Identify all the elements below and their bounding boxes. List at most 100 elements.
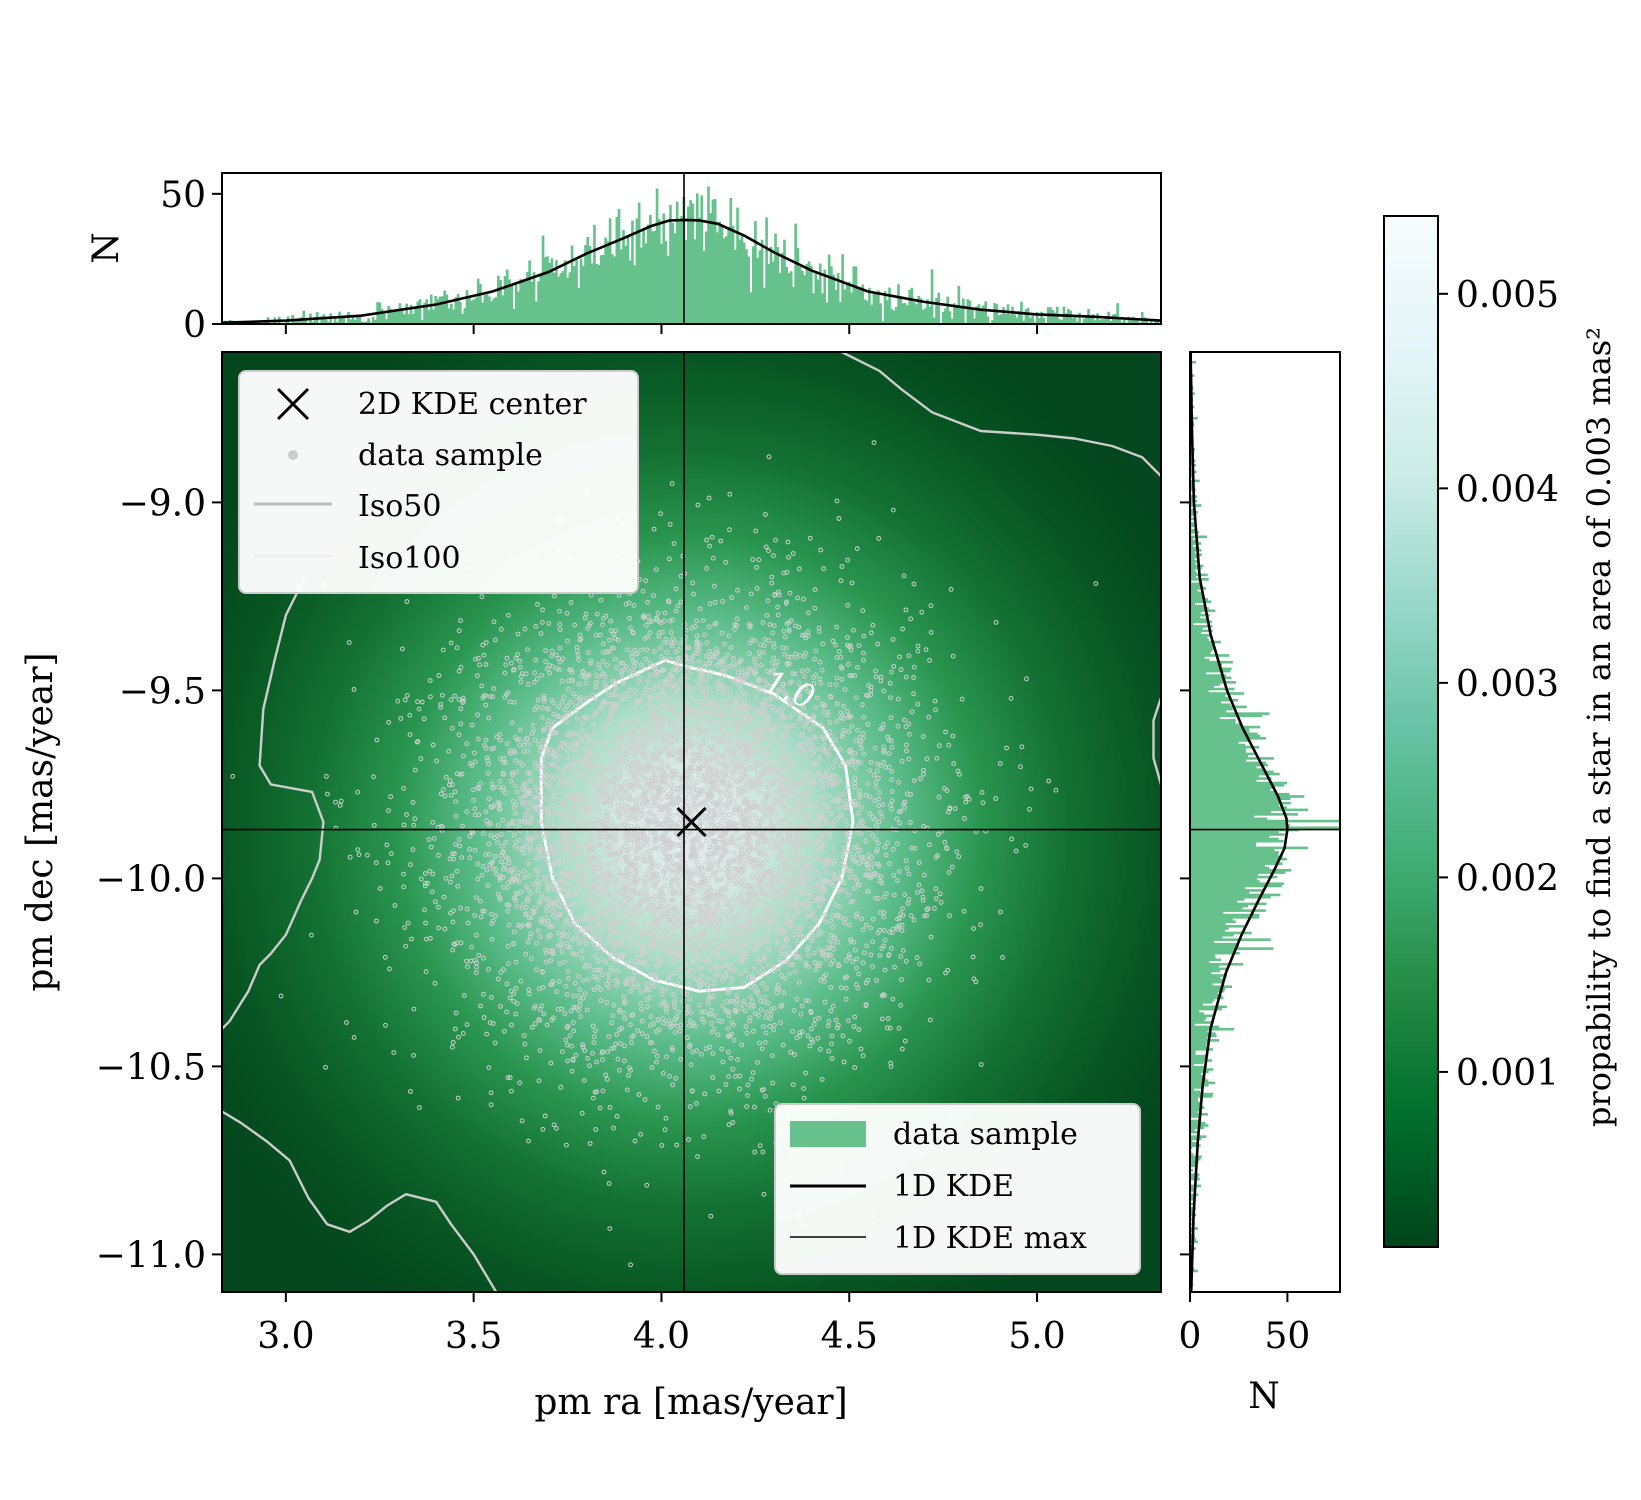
scatter-point [716, 704, 722, 709]
scatter-point [782, 634, 788, 640]
scatter-point [653, 919, 659, 925]
scatter-point [607, 637, 612, 643]
scatter-point [621, 908, 627, 914]
scatter-point [718, 724, 724, 729]
scatter-point [710, 842, 716, 848]
scatter-point [638, 911, 644, 917]
scatter-point [777, 892, 782, 897]
scatter-point [772, 707, 778, 713]
scatter-point [588, 833, 594, 838]
scatter-point [896, 923, 902, 928]
scatter-point [767, 622, 773, 627]
scatter-point [659, 1143, 665, 1148]
scatter-point [599, 972, 605, 978]
scatter-point [662, 883, 668, 889]
scatter-point [732, 743, 738, 749]
scatter-point [922, 872, 927, 878]
scatter-point [852, 845, 857, 851]
scatter-point [915, 648, 921, 654]
scatter-point [593, 903, 599, 909]
scatter-point [599, 701, 605, 707]
scatter-point [647, 1040, 653, 1045]
scatter-point [731, 679, 737, 684]
scatter-point [488, 1102, 494, 1108]
scatter-point [805, 947, 810, 953]
scatter-point [715, 759, 721, 764]
scatter-point [784, 569, 790, 575]
scatter-point [775, 728, 781, 734]
scatter-point [480, 830, 486, 836]
scatter-point [628, 815, 633, 821]
scatter-point [598, 843, 603, 848]
scatter-point [690, 780, 695, 786]
scatter-point [707, 921, 713, 927]
scatter-point [773, 812, 779, 818]
scatter-point [676, 887, 682, 893]
scatter-point [513, 656, 519, 661]
scatter-point [606, 929, 612, 934]
scatter-point [719, 630, 725, 636]
scatter-point [490, 694, 496, 700]
scatter-point [599, 793, 605, 798]
scatter-point [824, 802, 830, 808]
scatter-point [824, 750, 830, 756]
scatter-point [903, 858, 909, 864]
scatter-point [738, 746, 744, 752]
scatter-point [579, 1110, 585, 1116]
scatter-point [642, 752, 647, 757]
scatter-point [792, 671, 798, 677]
scatter-point [858, 831, 864, 837]
scatter-point [633, 688, 638, 694]
scatter-point [769, 875, 775, 881]
scatter-point [728, 802, 734, 807]
scatter-point [597, 632, 603, 638]
scatter-point [605, 1049, 610, 1055]
scatter-point [741, 900, 747, 906]
scatter-point [744, 902, 750, 908]
scatter-point [611, 1045, 617, 1051]
scatter-point [645, 762, 651, 767]
scatter-point [874, 849, 879, 854]
scatter-point [725, 1026, 731, 1031]
scatter-point [708, 1011, 714, 1017]
scatter-point [765, 598, 771, 604]
scatter-point [688, 786, 694, 791]
scatter-point [511, 667, 517, 672]
scatter-point [768, 1012, 774, 1017]
scatter-point [655, 926, 661, 932]
scatter-point [550, 979, 556, 984]
scatter-point [728, 1055, 734, 1061]
scatter-point [488, 833, 494, 838]
scatter-point [781, 628, 787, 634]
scatter-point [625, 815, 631, 821]
scatter-point [663, 898, 669, 904]
scatter-point [805, 1033, 811, 1039]
scatter-point [892, 964, 897, 970]
scatter-point [829, 1056, 835, 1061]
scatter-point [782, 930, 787, 935]
scatter-point [773, 870, 778, 876]
scatter-point [753, 816, 759, 821]
scatter-point [713, 754, 719, 760]
scatter-point [753, 731, 759, 737]
scatter-point [787, 759, 793, 764]
scatter-point [572, 622, 577, 628]
scatter-point [658, 727, 664, 732]
scatter-point [628, 959, 634, 965]
scatter-point [767, 810, 773, 816]
scatter-point [637, 777, 643, 783]
scatter-point [843, 819, 849, 824]
scatter-point [668, 630, 674, 635]
scatter-point [490, 866, 496, 871]
scatter-point [786, 628, 792, 634]
scatter-point [795, 761, 801, 767]
scatter-point [718, 858, 724, 863]
scatter-point [677, 812, 682, 817]
scatter-point [634, 868, 640, 874]
scatter-point [595, 945, 601, 951]
scatter-point [790, 1028, 796, 1034]
scatter-point [600, 1088, 606, 1094]
scatter-point [508, 778, 514, 784]
scatter-point [592, 942, 597, 948]
scatter-point [617, 850, 623, 856]
